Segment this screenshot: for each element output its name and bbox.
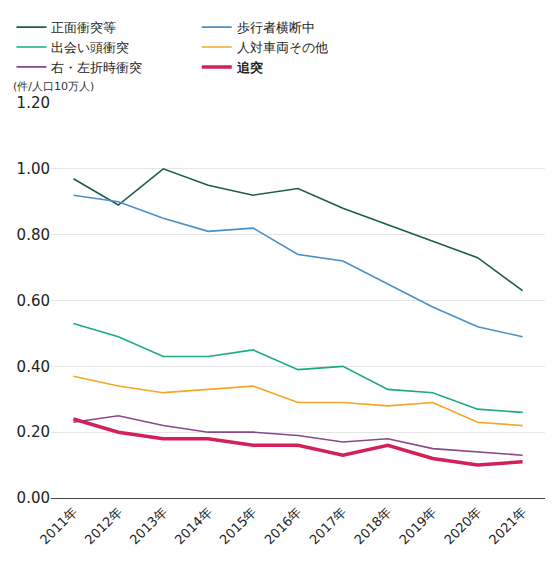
svg-text:人対車両その他: 人対車両その他 bbox=[237, 40, 328, 55]
svg-text:2016年: 2016年 bbox=[262, 504, 305, 547]
svg-text:2011年: 2011年 bbox=[37, 504, 80, 547]
svg-text:1.20: 1.20 bbox=[17, 94, 50, 112]
svg-text:0.60: 0.60 bbox=[17, 292, 50, 310]
svg-text:2020年: 2020年 bbox=[441, 504, 484, 547]
svg-text:2017年: 2017年 bbox=[306, 504, 349, 547]
svg-text:0.20: 0.20 bbox=[17, 423, 50, 441]
svg-text:1.00: 1.00 bbox=[17, 160, 50, 178]
svg-text:正面衝突等: 正面衝突等 bbox=[51, 20, 116, 35]
svg-text:2013年: 2013年 bbox=[127, 504, 170, 547]
svg-text:2021年: 2021年 bbox=[486, 504, 529, 547]
svg-text:0.40: 0.40 bbox=[17, 358, 50, 376]
svg-text:出会い頭衝突: 出会い頭衝突 bbox=[51, 40, 129, 55]
svg-text:2014年: 2014年 bbox=[172, 504, 215, 547]
svg-text:2018年: 2018年 bbox=[351, 504, 394, 547]
svg-text:2015年: 2015年 bbox=[217, 504, 260, 547]
svg-text:(件/人口10万人): (件/人口10万人) bbox=[13, 80, 94, 93]
svg-text:右・左折時衝突: 右・左折時衝突 bbox=[51, 60, 142, 75]
svg-text:0.80: 0.80 bbox=[17, 226, 50, 244]
svg-text:2012年: 2012年 bbox=[82, 504, 125, 547]
svg-text:歩行者横断中: 歩行者横断中 bbox=[237, 20, 315, 35]
svg-text:0.00: 0.00 bbox=[17, 489, 50, 507]
svg-text:追突: 追突 bbox=[236, 60, 263, 75]
svg-text:2019年: 2019年 bbox=[396, 504, 439, 547]
